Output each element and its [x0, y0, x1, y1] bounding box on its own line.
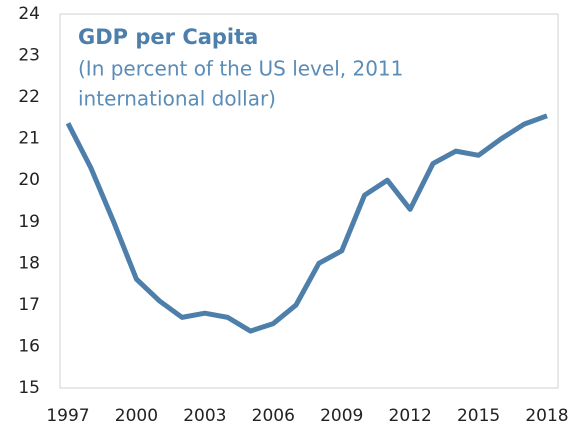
y-tick-label: 19 — [18, 212, 40, 232]
x-tick-label: 2009 — [320, 406, 363, 426]
y-tick-label: 23 — [18, 46, 40, 66]
chart-subtitle: international dollar) — [78, 87, 276, 111]
x-tick-label: 2003 — [183, 406, 226, 426]
plot-frame — [59, 13, 559, 389]
y-tick-label: 16 — [18, 336, 40, 356]
y-tick-label: 17 — [18, 295, 40, 315]
chart-title: GDP per Capita — [78, 25, 258, 49]
y-tick-label: 20 — [18, 170, 40, 190]
y-tick-label: 22 — [18, 87, 40, 107]
x-tick-label: 2015 — [457, 406, 500, 426]
x-tick-label: 2018 — [525, 406, 568, 426]
x-tick-label: 1997 — [46, 406, 89, 426]
x-tick-label: 2006 — [252, 406, 295, 426]
data-line — [65, 113, 548, 334]
x-tick-label: 2012 — [389, 406, 432, 426]
y-tick-label: 24 — [18, 4, 40, 24]
y-tick-label: 15 — [18, 378, 40, 398]
chart-subtitle: (In percent of the US level, 2011 — [78, 57, 403, 81]
x-tick-label: 2000 — [115, 406, 158, 426]
y-tick-label: 21 — [18, 129, 40, 149]
y-tick-label: 18 — [18, 253, 40, 273]
